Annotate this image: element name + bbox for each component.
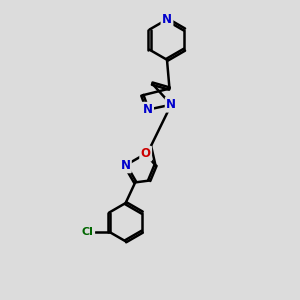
- Text: N: N: [166, 98, 176, 111]
- Text: N: N: [162, 13, 172, 26]
- Text: O: O: [141, 147, 151, 160]
- Text: N: N: [120, 159, 130, 172]
- Text: N: N: [142, 103, 153, 116]
- Text: Cl: Cl: [82, 227, 94, 237]
